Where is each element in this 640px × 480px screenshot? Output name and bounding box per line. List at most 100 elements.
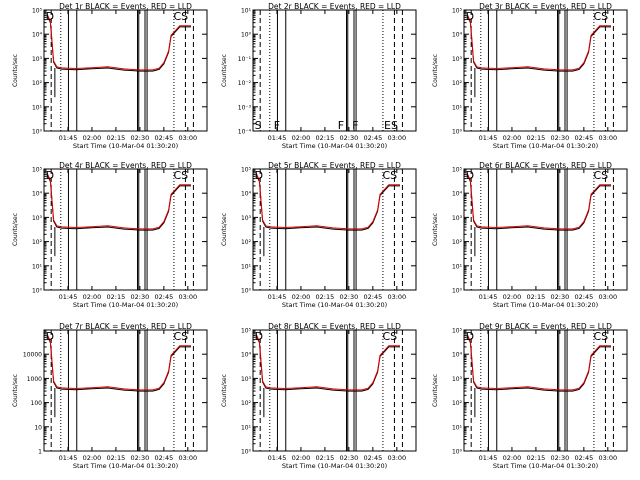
marker-label: CS bbox=[173, 330, 188, 343]
x-tick-label: 03:00 bbox=[387, 293, 406, 301]
y-axis-label: Counts/sec bbox=[221, 374, 228, 407]
lld-series-line bbox=[466, 172, 611, 230]
y-tick-label: 10² bbox=[32, 239, 43, 246]
detector-panel: Det 7r BLACK = Events, RED = LLD 01:45 02:… bbox=[12, 322, 208, 470]
y-axis-label: Counts/sec bbox=[12, 374, 19, 407]
marker-label: CS bbox=[593, 10, 608, 23]
y-tick-label: 10¹ bbox=[452, 104, 463, 111]
plot-frame bbox=[252, 168, 417, 291]
panel-title: Det 5r BLACK = Events, RED = LLD bbox=[268, 161, 401, 170]
panel-title: Det 1r BLACK = Events, RED = LLD bbox=[59, 2, 192, 11]
y-tick-label: 10² bbox=[241, 239, 252, 246]
x-tick-label: 02:15 bbox=[107, 454, 126, 462]
events-series-line bbox=[46, 15, 191, 72]
lld-series-line bbox=[46, 333, 191, 391]
x-axis-label: Start Time (10-Mar-04 01:30:20) bbox=[73, 301, 178, 309]
y-tick-label: 10³ bbox=[241, 215, 252, 222]
marker-label: D bbox=[466, 330, 474, 343]
events-series-line bbox=[255, 335, 400, 392]
panel-title: Det 9r BLACK = Events, RED = LLD bbox=[479, 322, 612, 331]
x-tick-label: 02:45 bbox=[574, 293, 593, 301]
y-tick-label: 10² bbox=[241, 400, 252, 407]
x-axis-label: Start Time (10-Mar-04 01:30:20) bbox=[493, 142, 598, 150]
y-axis-label: Counts/sec bbox=[12, 213, 19, 246]
y-tick-label: 10³ bbox=[452, 376, 463, 383]
x-tick-label: 01:45 bbox=[59, 293, 78, 301]
y-tick-label: 10⁰ bbox=[241, 449, 252, 456]
x-tick-label: 02:00 bbox=[83, 454, 102, 462]
y-tick-label: 10⁻¹ bbox=[238, 56, 252, 63]
x-tick-label: 01:45 bbox=[268, 454, 287, 462]
detector-panel: Det 3r BLACK = Events, RED = LLD 01:45 02:… bbox=[432, 2, 628, 150]
marker-label: D bbox=[255, 169, 263, 182]
marker-label: F bbox=[274, 119, 280, 132]
lld-series-line bbox=[466, 333, 611, 391]
panel-title: Det 7r BLACK = Events, RED = LLD bbox=[59, 322, 192, 331]
y-tick-label: 10³ bbox=[241, 376, 252, 383]
x-tick-label: 02:00 bbox=[292, 454, 311, 462]
y-tick-label: 10³ bbox=[452, 56, 463, 63]
x-tick-label: 02:30 bbox=[551, 293, 570, 301]
y-tick-label: 10⁵ bbox=[452, 8, 463, 15]
plot-frame bbox=[463, 329, 628, 452]
x-tick-label: 02:15 bbox=[107, 293, 126, 301]
panel-title: Det 2r BLACK = Events, RED = LLD bbox=[268, 2, 401, 11]
x-tick-label: 02:45 bbox=[363, 293, 382, 301]
x-tick-label: 02:45 bbox=[363, 454, 382, 462]
x-axis-label: Start Time (10-Mar-04 01:30:20) bbox=[282, 301, 387, 309]
y-tick-label: 1 bbox=[38, 449, 42, 456]
x-tick-label: 01:45 bbox=[479, 293, 498, 301]
y-tick-label: 10⁴ bbox=[241, 352, 252, 359]
events-series-line bbox=[466, 174, 611, 231]
x-tick-label: 02:45 bbox=[363, 134, 382, 142]
y-tick-label: 10³ bbox=[32, 56, 43, 63]
y-tick-label: 10⁵ bbox=[452, 328, 463, 335]
events-series-line bbox=[466, 335, 611, 392]
y-tick-label: 10¹ bbox=[32, 104, 43, 111]
x-tick-label: 02:30 bbox=[340, 454, 359, 462]
y-tick-label: 10¹ bbox=[241, 8, 252, 15]
x-tick-label: 02:45 bbox=[574, 134, 593, 142]
x-tick-label: 02:30 bbox=[131, 134, 150, 142]
y-tick-label: 10² bbox=[452, 239, 463, 246]
x-tick-label: 03:00 bbox=[178, 134, 197, 142]
x-tick-label: 01:45 bbox=[268, 134, 287, 142]
x-tick-label: 02:45 bbox=[154, 293, 173, 301]
lld-series-line bbox=[255, 172, 400, 230]
x-axis-label: Start Time (10-Mar-04 01:30:20) bbox=[493, 462, 598, 470]
marker-label: ES bbox=[384, 119, 398, 132]
x-tick-label: 02:30 bbox=[131, 454, 150, 462]
lld-series-line bbox=[255, 333, 400, 391]
detector-panel: Det 2r BLACK = Events, RED = LLD 01:45 02:… bbox=[221, 2, 417, 150]
x-tick-label: 02:00 bbox=[503, 454, 522, 462]
y-tick-label: 10¹ bbox=[241, 424, 252, 431]
y-tick-label: 10⁴ bbox=[452, 32, 463, 39]
marker-label: D bbox=[46, 10, 54, 23]
detector-panel: Det 4r BLACK = Events, RED = LLD 01:45 02:… bbox=[12, 161, 208, 309]
x-tick-label: 02:45 bbox=[574, 454, 593, 462]
y-axis-label: Counts/sec bbox=[432, 374, 439, 407]
x-tick-label: 02:15 bbox=[107, 134, 126, 142]
detector-panel: Det 5r BLACK = Events, RED = LLD 01:45 02:… bbox=[221, 161, 417, 309]
detector-panel: Det 9r BLACK = Events, RED = LLD 01:45 02:… bbox=[432, 322, 628, 470]
events-series-line bbox=[466, 15, 611, 72]
y-tick-label: 10⁰ bbox=[452, 129, 463, 136]
y-tick-label: 10¹ bbox=[241, 263, 252, 270]
y-tick-label: 100 bbox=[31, 400, 43, 407]
detector-panel: Det 1r BLACK = Events, RED = LLD 01:45 02:… bbox=[12, 2, 208, 150]
y-tick-label: 10⁵ bbox=[452, 167, 463, 174]
y-tick-label: 10⁰ bbox=[452, 288, 463, 295]
x-tick-label: 01:45 bbox=[479, 134, 498, 142]
y-tick-label: 10¹ bbox=[452, 424, 463, 431]
events-series-line bbox=[46, 174, 191, 231]
marker-label: D bbox=[46, 330, 54, 343]
events-series-line bbox=[255, 174, 400, 231]
x-tick-label: 03:00 bbox=[178, 293, 197, 301]
x-tick-label: 03:00 bbox=[598, 293, 617, 301]
marker-label: CS bbox=[593, 330, 608, 343]
x-tick-label: 02:00 bbox=[292, 293, 311, 301]
x-tick-label: 02:15 bbox=[316, 454, 335, 462]
y-tick-label: 10⁻³ bbox=[238, 104, 252, 111]
panel-title: Det 3r BLACK = Events, RED = LLD bbox=[479, 2, 612, 11]
y-tick-label: 10¹ bbox=[32, 263, 43, 270]
